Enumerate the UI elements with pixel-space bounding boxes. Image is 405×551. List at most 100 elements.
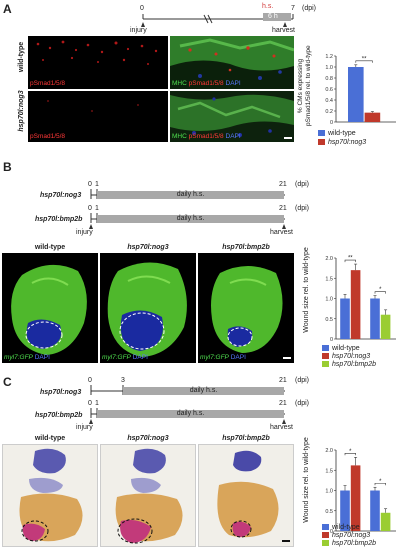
panel-label-c: C xyxy=(3,375,12,389)
row-label-wt-a: wild-type xyxy=(18,41,25,73)
row-label-nog-a: hsp70l:nog3 xyxy=(18,90,25,132)
chart-c-bar-g0-0 xyxy=(340,490,350,531)
chart-b-sig-bracket-0 xyxy=(344,259,356,263)
legend-c-wt-swatch xyxy=(322,524,329,531)
chart-b-ylabel: Wound size rel. to wild-type xyxy=(303,247,310,333)
timeline-c-row2-t0: 0 xyxy=(88,400,92,407)
chart-b-sig-label-1: * xyxy=(379,287,382,293)
chart-a-ytick-label-3: 0.6 xyxy=(325,87,333,93)
timeline-b-row2-t21: 21 xyxy=(279,205,287,212)
timeline-a-harvest: harvest xyxy=(272,27,295,34)
chart-c: 0 0.5 1.0 1.5 2.0 * * xyxy=(325,448,396,535)
legend-b-bmp-label: hsp70l:bmp2b xyxy=(332,361,376,368)
caption-b-nog-gfp: myl7:GFP xyxy=(102,354,131,361)
image-a-nog-merge-svg xyxy=(170,91,294,142)
image-b-nog: myl7:GFP DAPI xyxy=(100,253,196,363)
chart-c-ytick-label-2: 1.0 xyxy=(325,489,333,495)
caption-b-bmp-gfp: myl7:GFP xyxy=(200,354,229,361)
col-c-nog: hsp70l:nog3 xyxy=(127,435,169,442)
chart-a-sig-label-0: ** xyxy=(362,56,367,62)
chart-c-sig-label-0: * xyxy=(349,449,352,455)
timeline-c-row1-t0: 0 xyxy=(88,377,92,384)
image-b-wt: myl7:GFP DAPI xyxy=(2,253,98,363)
chart-a-sig-bracket-0 xyxy=(355,60,373,63)
chart-b-ytick-label-2: 1.0 xyxy=(325,297,333,303)
timeline-b-row2-t1: 1 xyxy=(95,205,99,212)
timeline-b-row2-bar: daily h.s. xyxy=(176,215,205,222)
caption-a-nog-merge: MHC pSmad1/5/8 DAPI xyxy=(172,133,241,140)
chart-c-sig-bracket-1 xyxy=(374,482,386,486)
legend-b-wt-label: wild-type xyxy=(332,345,360,352)
chart-c-bar-g0-1 xyxy=(350,465,361,531)
caption-a-wt-mhc: MHC xyxy=(172,80,187,87)
legend-c-bmp-swatch xyxy=(322,540,329,547)
image-a-wt-psmad: pSmad1/5/8 xyxy=(28,36,168,89)
scale-bar-a xyxy=(284,137,292,139)
image-c-bmp-svg xyxy=(217,450,279,538)
image-c-bmp xyxy=(198,444,294,547)
legend-c-wt: wild-type xyxy=(322,524,360,531)
legend-a-nog: hsp70l:nog3 xyxy=(318,139,366,146)
image-c-nog-svg xyxy=(115,448,183,544)
caption-b-wt-dapi: DAPI xyxy=(34,354,50,361)
timeline-b-svg xyxy=(89,189,286,229)
chart-b-bar-g0-1 xyxy=(350,270,361,339)
legend-b-bmp: hsp70l:bmp2b xyxy=(322,361,376,368)
chart-a-ylabel-1: % CMs expressing xyxy=(297,58,304,114)
chart-b-bar-g1-0 xyxy=(370,298,380,339)
col-b-bmp: hsp70l:bmp2b xyxy=(222,244,270,251)
timeline-c-row2-bar: daily h.s. xyxy=(176,410,205,417)
image-a-wt-merge-svg xyxy=(170,36,294,89)
legend-c-bmp: hsp70l:bmp2b xyxy=(322,540,376,547)
timeline-c-row1-bar: daily h.s. xyxy=(189,387,218,394)
image-a-wt-merge: MHC pSmad1/5/8 DAPI xyxy=(170,36,294,89)
chart-c-bar-g1-1 xyxy=(380,512,391,531)
caption-b-nog-dapi: DAPI xyxy=(132,354,148,361)
chart-c-sig-bracket-0 xyxy=(344,452,356,456)
caption-a-nog-red: pSmad1/5/8 xyxy=(30,133,66,140)
caption-b-bmp: myl7:GFP DAPI xyxy=(200,354,246,361)
chart-a-bar-1 xyxy=(364,112,381,122)
image-b-bmp: myl7:GFP DAPI xyxy=(198,253,294,363)
chart-a-ytick-label-0: 0 xyxy=(330,120,333,126)
col-c-bmp: hsp70l:bmp2b xyxy=(222,435,270,442)
col-c-wt: wild-type xyxy=(34,435,66,442)
chart-a-ylabel-2: pSmad1/5/8 rel. to wild-type xyxy=(305,45,312,126)
chart-b-ytick-label-1: 0.5 xyxy=(325,317,333,323)
image-b-wt-svg xyxy=(11,264,87,355)
chart-b-sig-label-0: ** xyxy=(348,256,353,262)
timeline-c-svg xyxy=(89,385,286,424)
caption-a-wt-red2: pSmad1/5/8 xyxy=(188,80,224,87)
image-a-nog-psmad: pSmad1/5/8 xyxy=(28,91,168,142)
caption-a-wt-red: pSmad1/5/8 xyxy=(30,80,66,87)
chart-c-sig-label-1: * xyxy=(379,479,382,485)
legend-c-nog-label: hsp70l:nog3 xyxy=(332,532,371,539)
timeline-c-injury: injury xyxy=(76,424,93,431)
legend-c-nog: hsp70l:nog3 xyxy=(322,532,370,539)
chart-c-ytick-label-1: 0.5 xyxy=(325,509,333,515)
chart-a-ytick-label-4: 0.8 xyxy=(325,76,333,82)
legend-a-nog-swatch xyxy=(318,139,325,146)
legend-a-wt-swatch xyxy=(318,130,325,137)
legend-c-bmp-label: hsp70l:bmp2b xyxy=(332,540,376,547)
caption-b-bmp-dapi: DAPI xyxy=(230,354,246,361)
chart-c-ytick-label-0: 0 xyxy=(330,529,333,535)
timeline-a-injury: injury xyxy=(130,27,147,34)
chart-b-bar-g1-1 xyxy=(380,314,391,339)
scale-bar-b xyxy=(283,357,291,359)
legend-b-nog: hsp70l:nog3 xyxy=(322,353,370,360)
legend-a-wt-label: wild-type xyxy=(328,130,356,137)
legend-b-nog-label: hsp70l:nog3 xyxy=(332,353,371,360)
panel-label-b: B xyxy=(3,160,12,174)
image-a-wt-psmad-svg xyxy=(36,40,158,65)
timeline-c-harvest: harvest xyxy=(270,424,293,431)
chart-a-ytick-label-5: 1.0 xyxy=(325,65,333,71)
image-b-bmp-svg xyxy=(211,266,283,353)
timeline-b-row1-t1: 1 xyxy=(95,181,99,188)
image-a-nog-psmad-svg xyxy=(47,100,139,112)
chart-a-ytick-label-1: 0.2 xyxy=(325,109,333,115)
timeline-a-t7: 7 xyxy=(291,5,295,12)
timeline-c-row2-t1: 1 xyxy=(95,400,99,407)
chart-c-ytick-label-3: 1.5 xyxy=(325,468,333,474)
legend-b-bmp-swatch xyxy=(322,361,329,368)
